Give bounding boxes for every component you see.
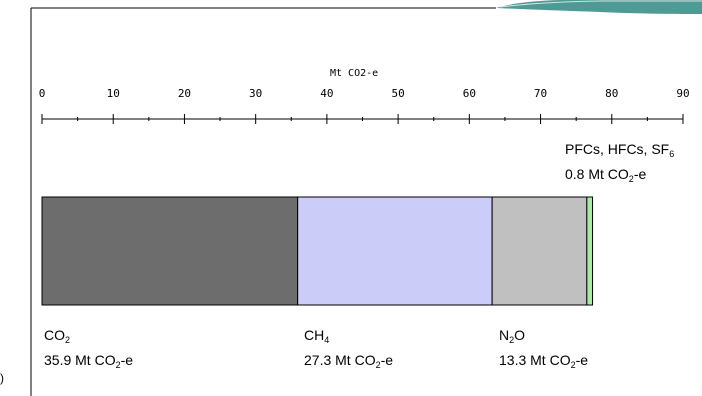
axis-tick-label: 30 (249, 87, 262, 100)
bar-segment-co2 (41, 196, 299, 306)
decorative-corner-swoosh (496, 0, 702, 14)
x-axis: 0 10 20 30 40 50 60 70 80 90 (39, 87, 690, 124)
axis-title: Mt CO2-e (330, 68, 379, 79)
segment-value-label: 27.3 Mt CO2-e (304, 352, 394, 370)
decorative-corner-highlight (499, 0, 702, 8)
bar-segment-ch4 (297, 196, 493, 306)
bar-segment-pfcs-hfcs-sf6 (586, 196, 594, 306)
stacked-bar (41, 196, 594, 306)
segment-value-label: 0.8 Mt CO2-e (565, 166, 647, 184)
segment-value-label: 35.9 Mt CO2-e (44, 352, 134, 370)
segment-name-label: N2O (499, 327, 526, 345)
edge-mark: ) (0, 371, 4, 385)
axis-tick-label: 40 (320, 87, 333, 100)
axis-tick-label: 0 (39, 87, 46, 100)
axis-tick-label: 60 (463, 87, 476, 100)
axis-tick-label: 70 (534, 87, 547, 100)
axis-tick-label: 10 (107, 87, 120, 100)
axis-tick-label: 80 (605, 87, 618, 100)
axis-tick-label: 20 (178, 87, 191, 100)
axis-tick-label: 90 (676, 87, 689, 100)
segment-value-label: 13.3 Mt CO2-e (499, 352, 589, 370)
segment-name-label: CO2 (44, 327, 71, 345)
axis-tick-label: 50 (391, 87, 404, 100)
bar-segment-n2o (491, 196, 588, 306)
segment-name-label: CH4 (304, 327, 330, 345)
segment-name-label: PFCs, HFCs, SF6 (565, 141, 675, 159)
